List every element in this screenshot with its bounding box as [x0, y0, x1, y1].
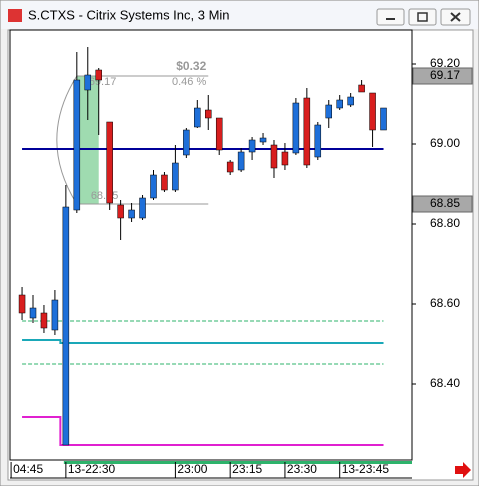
plot: 69.20 69.00 68.80 68.60 68.40 04:45 13-22:30 23… — [10, 47, 473, 478]
minimize-button[interactable] — [376, 8, 405, 26]
y-tick-label: 68.60 — [430, 296, 460, 310]
candle-body — [369, 92, 376, 131]
maximize-icon — [417, 12, 428, 22]
candle-body — [161, 174, 168, 191]
candle-body — [106, 121, 113, 204]
candle-body — [259, 137, 267, 143]
measure-change: $0.32 — [176, 59, 206, 73]
candle-body — [292, 102, 300, 154]
candle-body — [358, 84, 365, 93]
x-tick-label: 13-23:45 — [342, 462, 390, 476]
candle-body — [40, 312, 48, 329]
window-title: S.CTXS - Citrix Systems Inc, 3 Min — [28, 7, 230, 22]
measure-box — [76, 76, 99, 204]
candle-body — [380, 107, 387, 131]
candle-body — [281, 151, 289, 166]
app-icon — [8, 9, 22, 22]
candle-body — [226, 161, 234, 173]
candle-body — [117, 204, 124, 219]
price-marker — [412, 67, 473, 85]
scroll-arrow[interactable] — [455, 462, 471, 478]
candle-body — [303, 97, 311, 166]
measure-percent: 0.46 % — [172, 76, 206, 88]
maximize-button[interactable] — [408, 8, 437, 26]
candle-body — [95, 69, 102, 81]
overlay-line — [22, 339, 384, 344]
x-tick-label: 23:00 — [177, 462, 207, 476]
window-buttons[interactable] — [376, 8, 471, 26]
candle-body — [84, 74, 92, 91]
candle-body — [183, 129, 190, 156]
candle-body — [172, 162, 179, 191]
candle-body — [73, 79, 81, 211]
candle-body — [29, 307, 37, 319]
candle-body — [51, 299, 59, 331]
candle-body — [347, 96, 354, 106]
close-icon — [450, 12, 461, 22]
candle-body — [62, 206, 70, 446]
overlay-line — [22, 416, 384, 446]
candle-body — [194, 107, 201, 128]
candle-body — [150, 174, 157, 199]
y-tick-label: 69.20 — [430, 56, 460, 70]
candle-body — [215, 117, 223, 151]
session-bar — [63, 461, 412, 464]
candle-body — [139, 197, 146, 219]
candle-body — [237, 151, 245, 171]
x-tick-label: 13-22:30 — [68, 462, 116, 476]
candle-body — [314, 124, 322, 158]
price-marker-label: 69.17 — [430, 68, 460, 82]
candle-body — [336, 99, 343, 109]
x-tick-label: 23:30 — [287, 462, 317, 476]
y-tick-label: 68.40 — [430, 376, 460, 390]
price-marker-label: 68.85 — [430, 196, 460, 210]
x-tick-label: 04:45 — [13, 462, 43, 476]
y-tick-label: 68.80 — [430, 216, 460, 230]
measure-low-label: 68.85 — [91, 190, 119, 202]
candle-body — [18, 294, 26, 314]
candle-body — [325, 104, 333, 119]
candle-body — [128, 209, 135, 219]
price-marker — [412, 195, 473, 213]
plot-area — [9, 29, 413, 461]
x-tick-label: 23:15 — [232, 462, 262, 476]
candle-body — [248, 139, 256, 153]
candle-body — [205, 109, 212, 119]
y-tick-label: 69.00 — [430, 136, 460, 150]
candle-body — [270, 144, 278, 169]
measure-high-label: 69.17 — [89, 76, 117, 88]
measure-arc — [56, 75, 78, 205]
